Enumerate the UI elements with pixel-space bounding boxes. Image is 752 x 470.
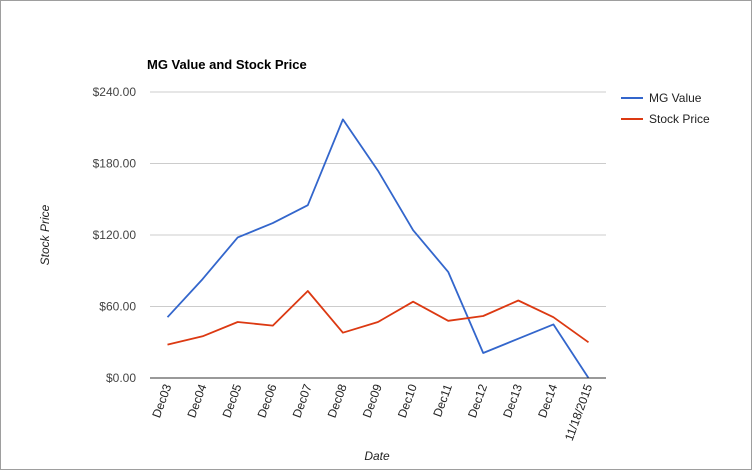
x-tick-label: Dec04 (184, 382, 209, 420)
x-tick-label: Dec06 (255, 382, 280, 420)
legend-label: Stock Price (649, 112, 710, 126)
y-tick-label: $60.00 (99, 300, 136, 314)
x-axis-ticks: Dec03 Dec04 Dec05 Dec06 Dec07 Dec08 Dec09 Dec10… (149, 382, 595, 443)
x-tick-label: Dec14 (535, 382, 560, 420)
y-tick-label: $0.00 (106, 371, 136, 385)
legend-label: MG Value (649, 91, 702, 105)
gridlines (150, 91, 606, 307)
chart-title: MG Value and Stock Price (147, 57, 307, 72)
legend: MG Value Stock Price (621, 91, 710, 126)
x-tick-label: Dec07 (290, 382, 315, 420)
x-tick-label: Dec10 (395, 382, 420, 420)
x-tick-label: Dec13 (500, 382, 525, 420)
x-tick-label: Dec12 (465, 382, 490, 420)
y-tick-label: $180.00 (93, 157, 137, 171)
x-tick-label: Dec03 (149, 382, 174, 420)
y-axis-ticks: $0.00 $60.00 $120.00 $180.00 $240.00 (93, 85, 137, 385)
x-tick-label: Dec11 (430, 382, 455, 419)
series-line-mg-value (166, 118, 590, 379)
y-axis-title: Stock Price (38, 204, 52, 265)
series-lines (166, 118, 590, 379)
y-tick-label: $240.00 (93, 85, 137, 99)
x-axis-title: Date (364, 449, 390, 463)
x-tick-label: Dec09 (360, 382, 385, 420)
y-tick-label: $120.00 (93, 228, 137, 242)
x-tick-label: Dec05 (219, 382, 244, 420)
x-tick-label: Dec08 (325, 382, 350, 420)
x-tick-label: 11/18/2015 (562, 382, 596, 443)
